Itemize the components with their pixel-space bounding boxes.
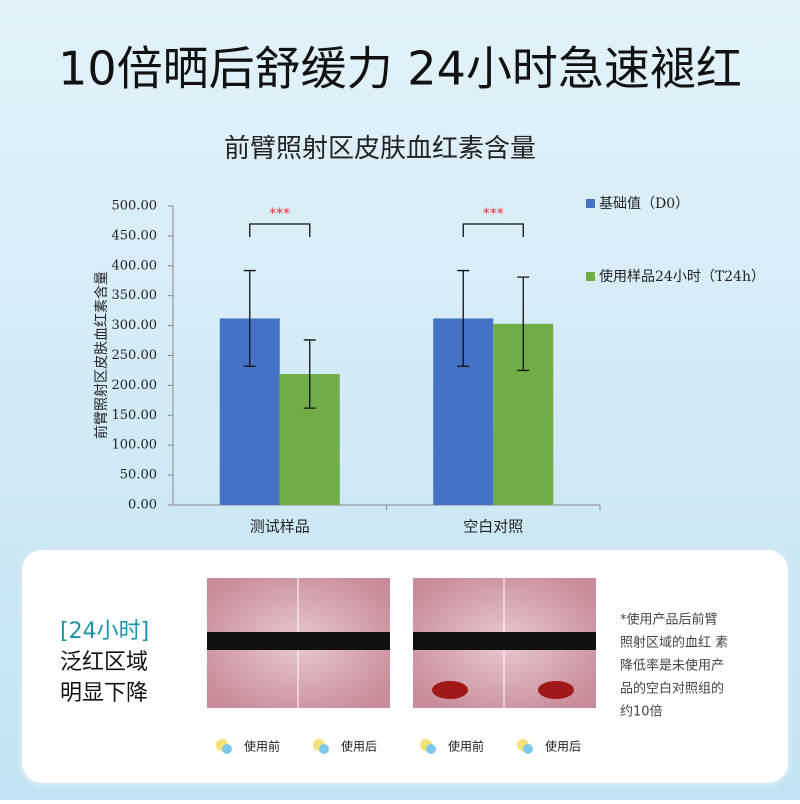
x-tick-label: 空白对照 <box>463 518 523 536</box>
error-bar <box>517 276 530 372</box>
caption: 使用后 <box>341 739 377 754</box>
y-tick-label: 300.00 <box>112 318 158 333</box>
legend-label: 使用样品24小时（T24h） <box>599 268 765 285</box>
caption-icon <box>426 744 436 754</box>
photos <box>207 578 596 708</box>
legend-swatch <box>586 199 595 208</box>
caption: 使用前 <box>244 739 280 754</box>
y-tick-label: 0.00 <box>128 498 157 513</box>
chart-title: 前臂照射区皮肤血红素含量 <box>224 134 536 164</box>
error-bar <box>303 339 316 409</box>
y-tick-label: 450.00 <box>112 228 158 243</box>
y-tick-label: 50.00 <box>120 468 157 483</box>
y-axis-label: 前臂照射区皮肤血红素含量 <box>93 271 110 439</box>
note-line: *使用产品后前臂 <box>620 612 718 628</box>
error-bar <box>243 269 256 367</box>
note-line: 品的空白对照组的 <box>620 681 724 697</box>
eye-bar <box>413 632 596 650</box>
y-tick-label: 400.00 <box>112 258 158 273</box>
caption: 使用后 <box>545 739 581 754</box>
legend-label: 基础值（D0） <box>599 195 689 212</box>
significance-label: *** <box>483 206 504 222</box>
y-tick-label: 200.00 <box>112 378 158 393</box>
y-tick-label: 500.00 <box>112 199 158 214</box>
legend-swatch <box>586 272 595 281</box>
y-tick-label: 350.00 <box>112 288 158 303</box>
panel-text: 泛红区域 <box>60 650 148 675</box>
lips <box>432 681 468 699</box>
panel-tag: [24小时] <box>60 619 149 644</box>
eye-bar <box>207 632 390 650</box>
lips <box>538 681 574 699</box>
y-tick-label: 250.00 <box>112 348 158 363</box>
caption-icon <box>523 744 533 754</box>
panel-text: 明显下降 <box>60 681 148 706</box>
headline: 10倍晒后舒缓力 24小时急速褪红 <box>58 42 742 96</box>
note-line: 降低率是未使用产 <box>620 658 724 674</box>
x-tick-label: 测试样品 <box>250 518 310 536</box>
note-line: 照射区域的血红 素 <box>620 635 728 651</box>
significance-bracket <box>249 223 311 237</box>
significance-label: *** <box>269 206 290 222</box>
caption-icon <box>319 744 329 754</box>
caption-icon <box>222 744 232 754</box>
y-tick-label: 100.00 <box>112 438 158 453</box>
significance-bracket <box>462 223 524 237</box>
y-tick-label: 150.00 <box>112 408 158 423</box>
error-bar <box>457 269 470 367</box>
note-line: 约10倍 <box>620 705 663 720</box>
caption: 使用前 <box>448 739 484 754</box>
